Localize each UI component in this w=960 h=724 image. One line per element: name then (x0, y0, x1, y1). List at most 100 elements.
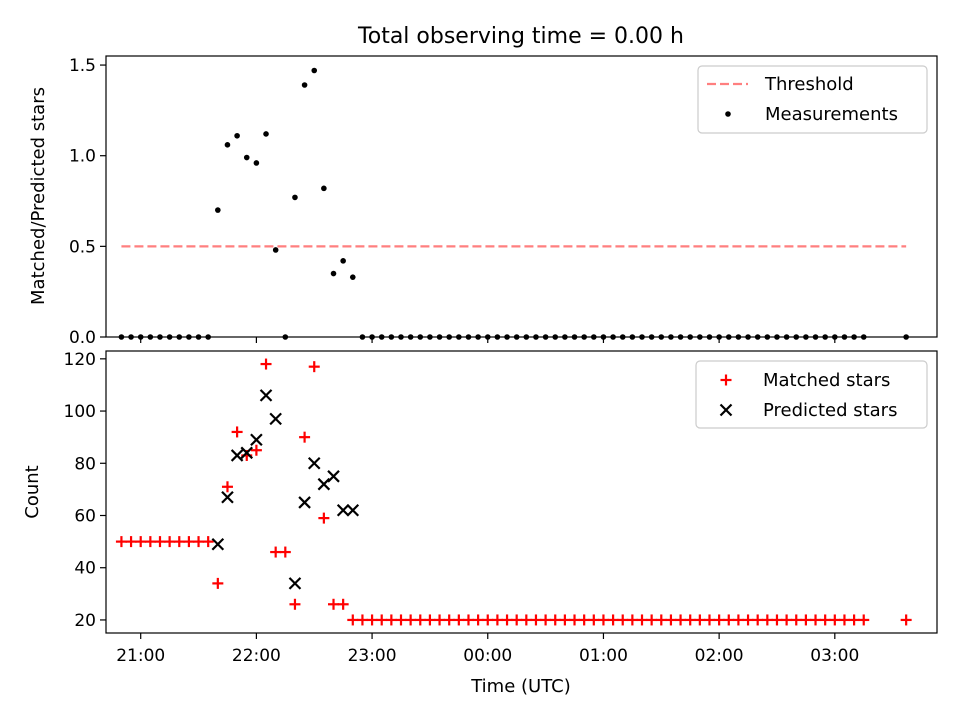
matched-star-point (299, 431, 311, 443)
matched-star-point (376, 614, 388, 626)
matched-star-point (810, 614, 822, 626)
matched-star-point (125, 536, 137, 548)
top-y-tick-label: 1.0 (69, 147, 96, 167)
matched-star-point (646, 614, 658, 626)
predicted-star-point (327, 470, 340, 483)
bottom-legend: Matched stars Predicted stars (695, 360, 928, 429)
predicted-star-point-b (250, 433, 263, 447)
matched-star-point (732, 614, 744, 626)
matched-star-point (800, 614, 812, 626)
matched-star-point (655, 614, 667, 626)
matched-star-point (684, 614, 696, 626)
matched-star-point (366, 614, 378, 626)
measurement-point (243, 154, 250, 161)
predicted-star-point-b (240, 446, 254, 460)
top-y-tick-label: 0.0 (69, 328, 96, 348)
matched-star-point (520, 614, 532, 626)
matched-star-point (848, 614, 860, 626)
measurement-point (330, 270, 337, 277)
matched-star-point (569, 614, 581, 626)
matched-star-point (607, 614, 619, 626)
measurement-point (340, 258, 346, 264)
matched-star-point (713, 614, 725, 626)
matched-star-point (819, 614, 831, 626)
matched-star-point (694, 614, 706, 626)
bottom-x-tick-label: 02:00 (695, 646, 744, 666)
predicted-star-point (298, 496, 311, 509)
matched-star-point (626, 614, 638, 626)
matched-star-point (405, 614, 417, 626)
matched-star-point (328, 598, 340, 610)
matched-star-point (530, 614, 542, 626)
matched-star-point (279, 546, 291, 558)
matched-star-point (443, 614, 455, 626)
predicted-star-point (288, 577, 302, 590)
matched-star-point (588, 614, 600, 626)
predicted-star-point-b (317, 477, 331, 491)
top-panel: 0.0 0.5 1.0 1.5 Threshold Measurements (69, 55, 938, 348)
predicted-star-point (221, 490, 234, 504)
matched-star-point (900, 614, 912, 626)
top-y-tick-label: 0.5 (69, 237, 96, 257)
legend-matched-label: Matched stars (763, 370, 890, 391)
legend-measurements-swatch (725, 111, 731, 117)
matched-star-point (202, 536, 214, 548)
matched-star-point (790, 614, 802, 626)
matched-star-point (761, 614, 773, 626)
legend-predicted-swatch-b (719, 403, 733, 417)
predicted-star-point-b (327, 470, 340, 483)
measurement-point (301, 82, 308, 88)
matched-star-point (395, 614, 407, 626)
matched-star-point (781, 614, 793, 626)
predicted-star-point (211, 537, 225, 551)
matched-star-point (858, 614, 870, 626)
matched-star-point (356, 614, 368, 626)
predicted-star-point-b (307, 456, 321, 470)
matched-star-point (549, 614, 561, 626)
measurement-point (311, 67, 318, 74)
matched-star-point (183, 536, 195, 548)
matched-star-point (154, 536, 166, 548)
predicted-star-point-b (269, 412, 282, 426)
matched-star-point (135, 536, 147, 548)
legend-threshold-label: Threshold (764, 74, 854, 95)
legend-matched-swatch (720, 374, 732, 386)
matched-star-point (347, 614, 359, 626)
bottom-x-tick-label: 01:00 (579, 646, 628, 666)
matched-star-point (829, 614, 841, 626)
matched-star-point (482, 614, 494, 626)
measurement-point (349, 274, 356, 280)
matched-star-point (665, 614, 677, 626)
matched-star-point (723, 614, 735, 626)
predicted-star-point-b (230, 449, 244, 462)
x-axis-label: Time (UTC) (470, 676, 571, 697)
matched-star-point (559, 614, 571, 626)
measurement-point (272, 247, 279, 253)
matched-star-point (578, 614, 590, 626)
matched-star-point (221, 481, 233, 493)
bottom-y-tick-label: 120 (64, 350, 96, 370)
matched-star-point (212, 577, 224, 589)
bottom-y-axis-label: Count (22, 465, 43, 518)
matched-star-point (144, 536, 156, 548)
predicted-star-point-b (211, 537, 225, 551)
measurement-point (224, 142, 231, 148)
measurement-point (253, 160, 260, 166)
matched-star-point (675, 614, 687, 626)
matched-star-point (501, 614, 513, 626)
predicted-star-point (346, 503, 360, 517)
matched-star-point (115, 536, 127, 548)
matched-star-point (164, 536, 176, 548)
measurement-point (321, 185, 327, 192)
matched-star-point (308, 361, 320, 373)
predicted-star-point (317, 477, 331, 491)
predicted-star-point (259, 389, 273, 402)
matched-star-point (771, 614, 783, 626)
predicted-star-point-b (221, 490, 234, 504)
matched-star-point (260, 358, 272, 370)
bottom-x-tick-label: 22:00 (232, 646, 281, 666)
matched-star-point (337, 598, 349, 610)
matched-star-point (193, 536, 205, 548)
matched-star-point (385, 614, 397, 626)
